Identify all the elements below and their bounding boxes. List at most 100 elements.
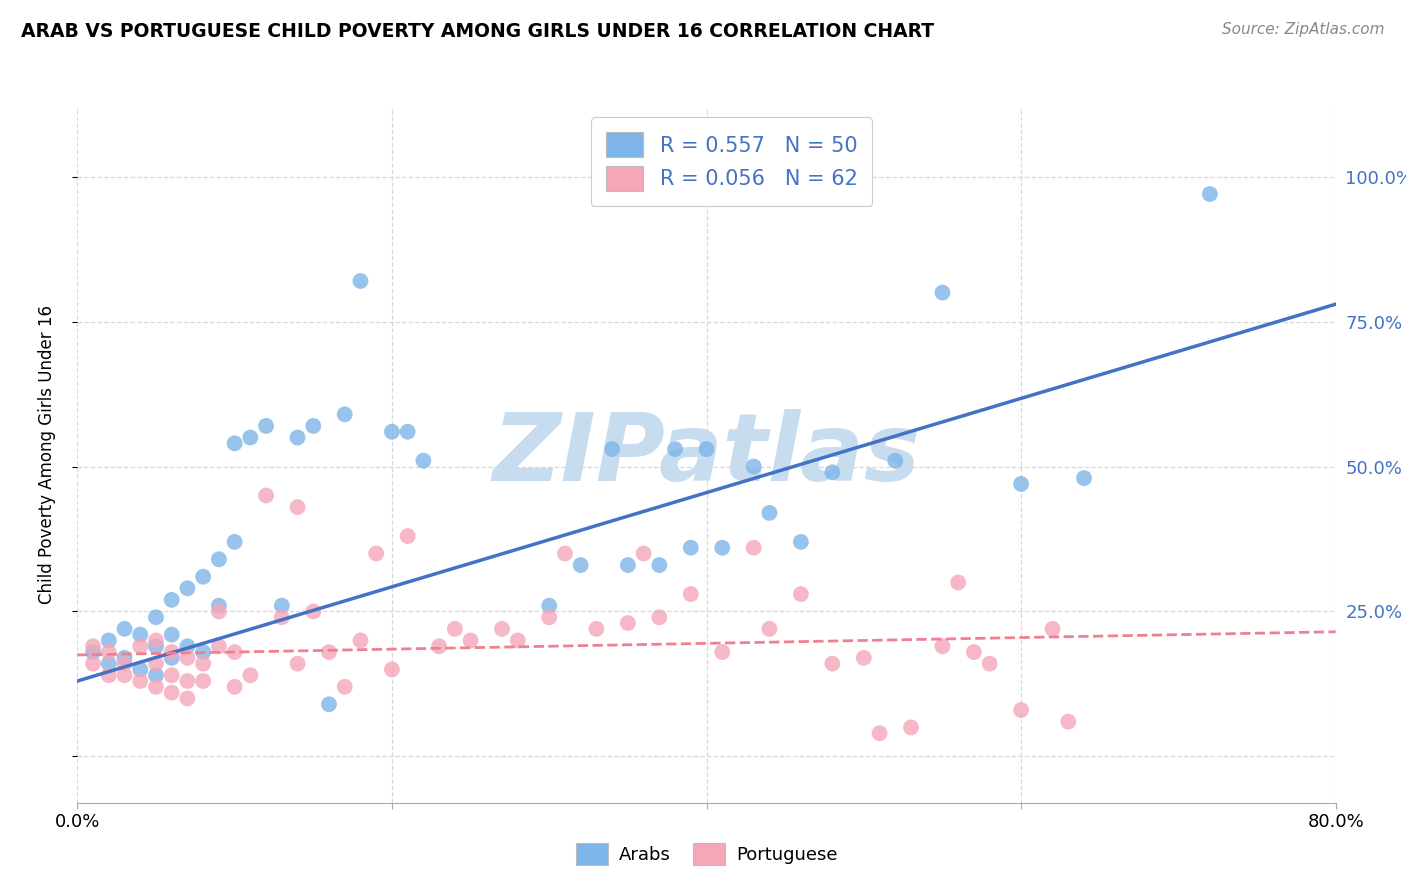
Point [696,442,718,457]
Point [1057,714,1080,729]
Point [160,651,183,665]
Point [711,645,734,659]
Point [82,639,104,653]
Point [821,466,844,480]
Point [191,657,215,671]
Point [97,668,120,682]
Point [1073,471,1095,485]
Point [160,668,183,682]
Point [318,698,340,712]
Point [224,534,246,549]
Point [287,657,309,671]
Point [208,599,231,613]
Point [648,610,671,624]
Point [790,587,813,601]
Point [711,541,734,555]
Point [412,453,434,467]
Y-axis label: Child Poverty Among Girls Under 16: Child Poverty Among Girls Under 16 [38,305,56,605]
Point [869,726,891,740]
Point [239,431,262,445]
Point [160,628,183,642]
Point [254,419,277,434]
Point [790,534,813,549]
Point [176,582,198,596]
Point [538,610,561,624]
Point [679,587,702,601]
Point [239,668,262,682]
Point [129,628,152,642]
Point [145,657,167,671]
Text: ZIPatlas: ZIPatlas [492,409,921,501]
Point [617,558,640,573]
Point [491,622,513,636]
Point [366,546,388,561]
Point [1199,187,1222,202]
Point [742,541,765,555]
Point [585,622,607,636]
Point [396,529,419,543]
Point [224,645,246,659]
Point [82,645,104,659]
Point [900,721,922,735]
Point [270,610,292,624]
Point [129,639,152,653]
Point [396,425,419,439]
Point [82,657,104,671]
Point [114,651,136,665]
Legend: Arabs, Portuguese: Arabs, Portuguese [567,834,846,874]
Point [852,651,875,665]
Point [758,506,780,520]
Point [129,662,152,677]
Point [349,274,371,288]
Point [648,558,671,573]
Point [145,680,167,694]
Point [460,633,482,648]
Point [679,541,702,555]
Point [224,680,246,694]
Point [160,645,183,659]
Point [821,657,844,671]
Point [664,442,686,457]
Point [208,605,231,619]
Point [333,407,356,422]
Text: ARAB VS PORTUGUESE CHILD POVERTY AMONG GIRLS UNDER 16 CORRELATION CHART: ARAB VS PORTUGUESE CHILD POVERTY AMONG G… [21,22,934,41]
Point [145,668,167,682]
Point [633,546,655,561]
Point [97,633,120,648]
Point [176,651,198,665]
Point [554,546,576,561]
Point [254,489,277,503]
Point [600,442,623,457]
Text: Source: ZipAtlas.com: Source: ZipAtlas.com [1222,22,1385,37]
Point [191,570,215,584]
Point [208,552,231,566]
Point [287,500,309,514]
Point [191,674,215,689]
Point [381,425,404,439]
Point [569,558,592,573]
Point [948,575,970,590]
Point [381,662,404,677]
Point [191,645,215,659]
Point [931,285,953,300]
Point [145,610,167,624]
Point [114,668,136,682]
Point [208,639,231,653]
Point [160,592,183,607]
Point [176,674,198,689]
Point [538,599,561,613]
Point [145,633,167,648]
Point [427,639,450,653]
Point [145,639,167,653]
Point [617,615,640,630]
Point [176,639,198,653]
Point [302,419,325,434]
Point [349,633,371,648]
Point [1042,622,1064,636]
Point [129,674,152,689]
Point [318,645,340,659]
Point [97,645,120,659]
Point [742,459,765,474]
Point [506,633,529,648]
Point [176,691,198,706]
